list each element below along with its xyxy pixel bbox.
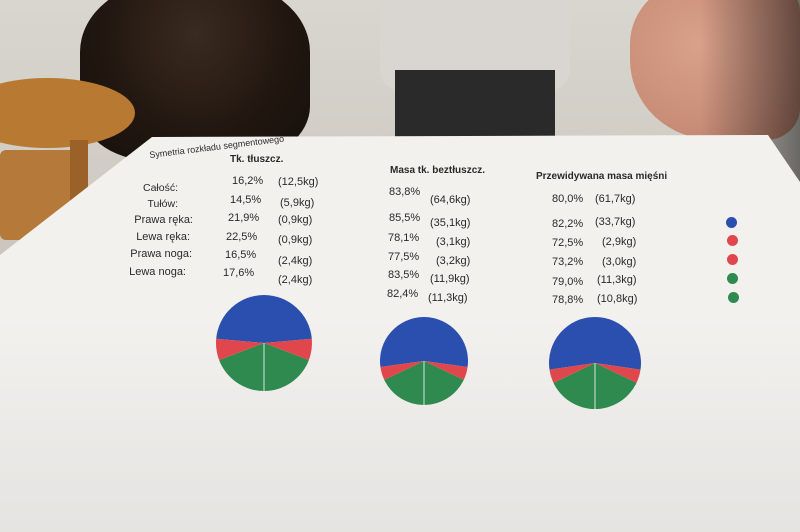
legend-dot xyxy=(727,273,738,284)
pie-slice-arm-left xyxy=(380,361,424,380)
fat-kg: (2,4kg) xyxy=(278,274,313,286)
pie-slice-trunk xyxy=(549,317,641,370)
lean-pct: 82,4% xyxy=(387,288,419,300)
muscle-pct: 80,0% xyxy=(552,193,584,205)
lean-kg: (11,9kg) xyxy=(430,273,470,285)
lean-pct: 83,8% xyxy=(389,186,421,198)
muscle-kg: (3,0kg) xyxy=(602,256,637,268)
pie-slice-arm-right xyxy=(424,361,468,380)
fat-pct: 16,5% xyxy=(225,249,257,261)
row-label: Prawa noga: xyxy=(130,248,192,260)
legend-dot xyxy=(727,235,738,246)
row-label: Lewa ręka: xyxy=(136,231,190,243)
pie-slice-trunk xyxy=(216,294,312,343)
fat-pct: 16,2% xyxy=(232,175,264,187)
muscle-kg: (61,7kg) xyxy=(595,193,636,205)
muscle-pct: 72,5% xyxy=(552,237,584,249)
row-label: Prawa ręka: xyxy=(134,214,193,226)
pie-slice-arm-left xyxy=(549,363,595,383)
fat-kg: (0,9kg) xyxy=(278,234,313,246)
lean-kg: (35,1kg) xyxy=(430,217,471,229)
fat-kg: (2,4kg) xyxy=(278,255,313,267)
lean-pct: 85,5% xyxy=(389,212,421,224)
muscle-kg: (11,3kg) xyxy=(597,274,637,286)
muscle-kg: (33,7kg) xyxy=(595,216,636,228)
muscle-pct: 78,8% xyxy=(552,294,584,306)
row-label: Lewa noga: xyxy=(129,266,186,278)
legend-dot xyxy=(727,254,738,265)
fat-kg: (5,9kg) xyxy=(280,197,315,209)
lean-pct: 83,5% xyxy=(388,269,420,281)
header-muscle: Przewidywana masa mięśni xyxy=(536,171,668,182)
legend-dot xyxy=(728,292,739,303)
lean-kg: (11,3kg) xyxy=(428,292,468,304)
fat-kg: (0,9kg) xyxy=(278,214,313,226)
pie-muscle xyxy=(549,317,641,409)
muscle-kg: (2,9kg) xyxy=(602,236,637,248)
pie-slice-arm-left xyxy=(216,338,264,361)
pie-fat xyxy=(216,294,312,391)
muscle-pct: 82,2% xyxy=(552,218,584,230)
pie-lean xyxy=(380,317,468,405)
header-lean: Masa tk. beztłuszcz. xyxy=(390,165,486,176)
legend-dot xyxy=(726,217,737,228)
pie-slice-arm-right xyxy=(595,363,641,383)
fat-pct: 21,9% xyxy=(228,212,260,224)
muscle-pct: 79,0% xyxy=(552,276,584,288)
fat-pct: 22,5% xyxy=(226,231,258,243)
lean-kg: (3,2kg) xyxy=(436,255,471,267)
muscle-pct: 73,2% xyxy=(552,256,584,268)
row-label: Tułów: xyxy=(147,198,178,210)
wooden-table xyxy=(0,78,135,148)
fat-pct: 14,5% xyxy=(230,194,262,206)
fat-pct: 17,6% xyxy=(223,267,255,279)
muscle-kg: (10,8kg) xyxy=(597,293,638,305)
pie-slice-arm-right xyxy=(264,338,312,361)
lean-kg: (64,6kg) xyxy=(430,194,471,206)
lean-pct: 78,1% xyxy=(388,232,420,244)
row-label: Całość: xyxy=(142,182,178,194)
header-fat: Tk. tłuszcz. xyxy=(230,154,284,165)
lean-pct: 77,5% xyxy=(388,251,420,263)
person-pants xyxy=(395,70,555,140)
fat-kg: (12,5kg) xyxy=(278,176,319,188)
pie-slice-trunk xyxy=(380,317,468,367)
lean-kg: (3,1kg) xyxy=(436,236,471,248)
